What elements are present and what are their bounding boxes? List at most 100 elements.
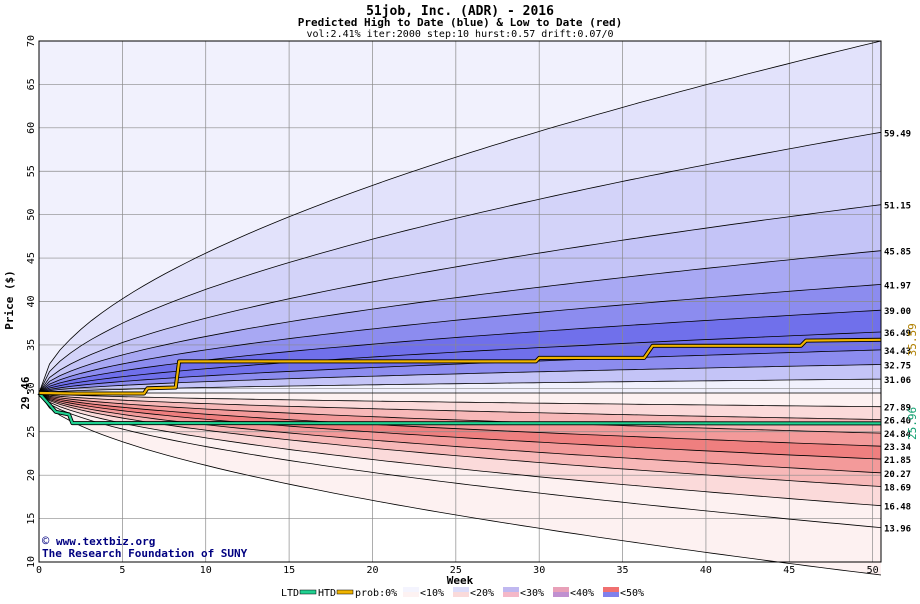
legend-swatch-top-0 [403,587,419,592]
high-quantile-curve-1 [38,131,882,394]
high-band-8 [39,349,881,393]
plot-border [38,40,882,563]
legend-swatch-top-3 [553,587,569,592]
y-tick-label: 40 [26,295,37,307]
high-quantile-curve-4 [38,284,882,394]
y-tick-label: 65 [26,78,37,90]
legend-ltd-label: LTD [281,588,299,599]
right-label: 31.06 [884,376,911,386]
low-band-8 [39,393,881,528]
right-label: 13.96 [884,525,911,535]
right-label: 27.89 [884,404,911,414]
x-axis-ticks: 0 5 10 15 20 25 30 35 40 45 50 [36,565,879,576]
y-tick-label: 45 [26,252,37,264]
x-tick-label: 10 [200,565,212,576]
x-tick-label: 30 [533,565,545,576]
y-tick-label: 15 [26,513,37,525]
low-quantile-curve-8 [38,392,882,528]
high-band-10 [39,379,881,393]
ltd-end-label: 25.96 [906,407,919,440]
low-band-0 [39,393,881,407]
right-quantile-labels: 59.49 51.15 45.85 41.97 39.00 36.49 34.43 32.75… [884,129,912,534]
right-label: 16.48 [884,503,911,513]
x-tick-label: 5 [119,565,125,576]
x-tick-label: 0 [36,565,42,576]
right-label: 24.84 [884,430,912,440]
legend-ltd-swatch [299,589,317,595]
right-label: 39.00 [884,307,911,317]
low-quantile-curve-6 [38,392,882,487]
legend-swatch-bottom-2 [503,592,519,597]
legend-item-label: <40% [570,588,594,599]
legend-swatch-top-1 [453,587,469,592]
low-quantile-curve-4 [38,392,882,460]
right-label: 45.85 [884,248,911,258]
right-label: 23.34 [884,443,912,453]
legend-swatch-top-2 [503,587,519,592]
high-quantile-curve-0 [38,40,882,394]
legend-swatch-top-4 [603,587,619,592]
right-label: 34.43 [884,347,911,357]
x-axis-label: Week [447,574,474,587]
y-tick-label: 20 [26,469,37,481]
low-band-7 [39,393,881,506]
y-axis-label: Price ($) [3,270,16,330]
x-tick-label: 20 [366,565,378,576]
legend-swatch-bottom-4 [603,592,619,597]
high-quantile-curve-2 [38,204,882,394]
low-band-4 [39,393,881,460]
legend-item-label: <50% [620,588,644,599]
high-band-3 [39,204,881,393]
y-tick-label: 25 [26,426,37,438]
x-tick-label: 45 [783,565,795,576]
legend-item-label: <10% [420,588,444,599]
x-tick-label: 50 [867,565,879,576]
chart-subtitle: Predicted High to Date (blue) & Low to D… [298,16,623,29]
x-tick-label: 40 [700,565,712,576]
high-band-0 [39,41,881,393]
y-tick-label: 70 [26,35,37,47]
high-quantile-curve-3 [38,250,882,394]
legend-htd-swatch [336,589,354,595]
probability-bands [39,41,881,575]
legend-item-label: <20% [470,588,494,599]
y-tick-label: 30 [26,382,37,394]
htd-end-label: 35.59 [906,323,919,356]
y-tick-label: 35 [26,339,37,351]
right-label: 41.97 [884,281,911,291]
right-label: 59.49 [884,129,911,139]
legend: LTD HTD prob:0% <10% <20% <30% <40% <50% [281,587,644,599]
right-label: 20.27 [884,470,911,480]
y-tick-label: 10 [26,556,37,568]
y-tick-label: 55 [26,165,37,177]
y-axis-ticks: 10 15 20 25 30 35 40 45 50 55 60 65 70 [26,35,37,568]
chart-title: 51job, Inc. (ADR) - 2016 [366,4,554,19]
legend-htd-label: HTD [318,588,336,599]
legend-swatch-bottom-1 [453,592,469,597]
htd-series-line [38,338,882,395]
high-quantile-curve-9 [38,378,882,394]
high-band-2 [39,132,881,394]
high-quantile-curve-7 [38,349,882,394]
low-band-6 [39,393,881,487]
legend-item-label: <30% [520,588,544,599]
ltd-series-line [38,392,882,425]
chart-params: vol:2.41% iter:2000 step:10 hurst:0.57 d… [306,29,613,40]
high-band-9 [39,364,881,393]
low-quantile-curve-9 [38,392,882,576]
right-label: 51.15 [884,202,911,212]
right-label: 26.40 [884,417,911,427]
low-quantile-curve-2 [38,392,882,434]
start-price-label: 29.46 [19,376,32,409]
legend-swatch-bottom-3 [553,592,569,597]
x-tick-label: 15 [283,565,295,576]
high-band-4 [39,250,881,393]
quantile-curves [38,40,882,576]
right-label: 18.69 [884,484,911,494]
x-tick-label: 35 [617,565,629,576]
watermark-org: The Research Foundation of SUNY [42,547,248,560]
data-series [37,337,882,426]
low-band-5 [39,393,881,473]
low-quantile-curve-7 [38,392,882,507]
